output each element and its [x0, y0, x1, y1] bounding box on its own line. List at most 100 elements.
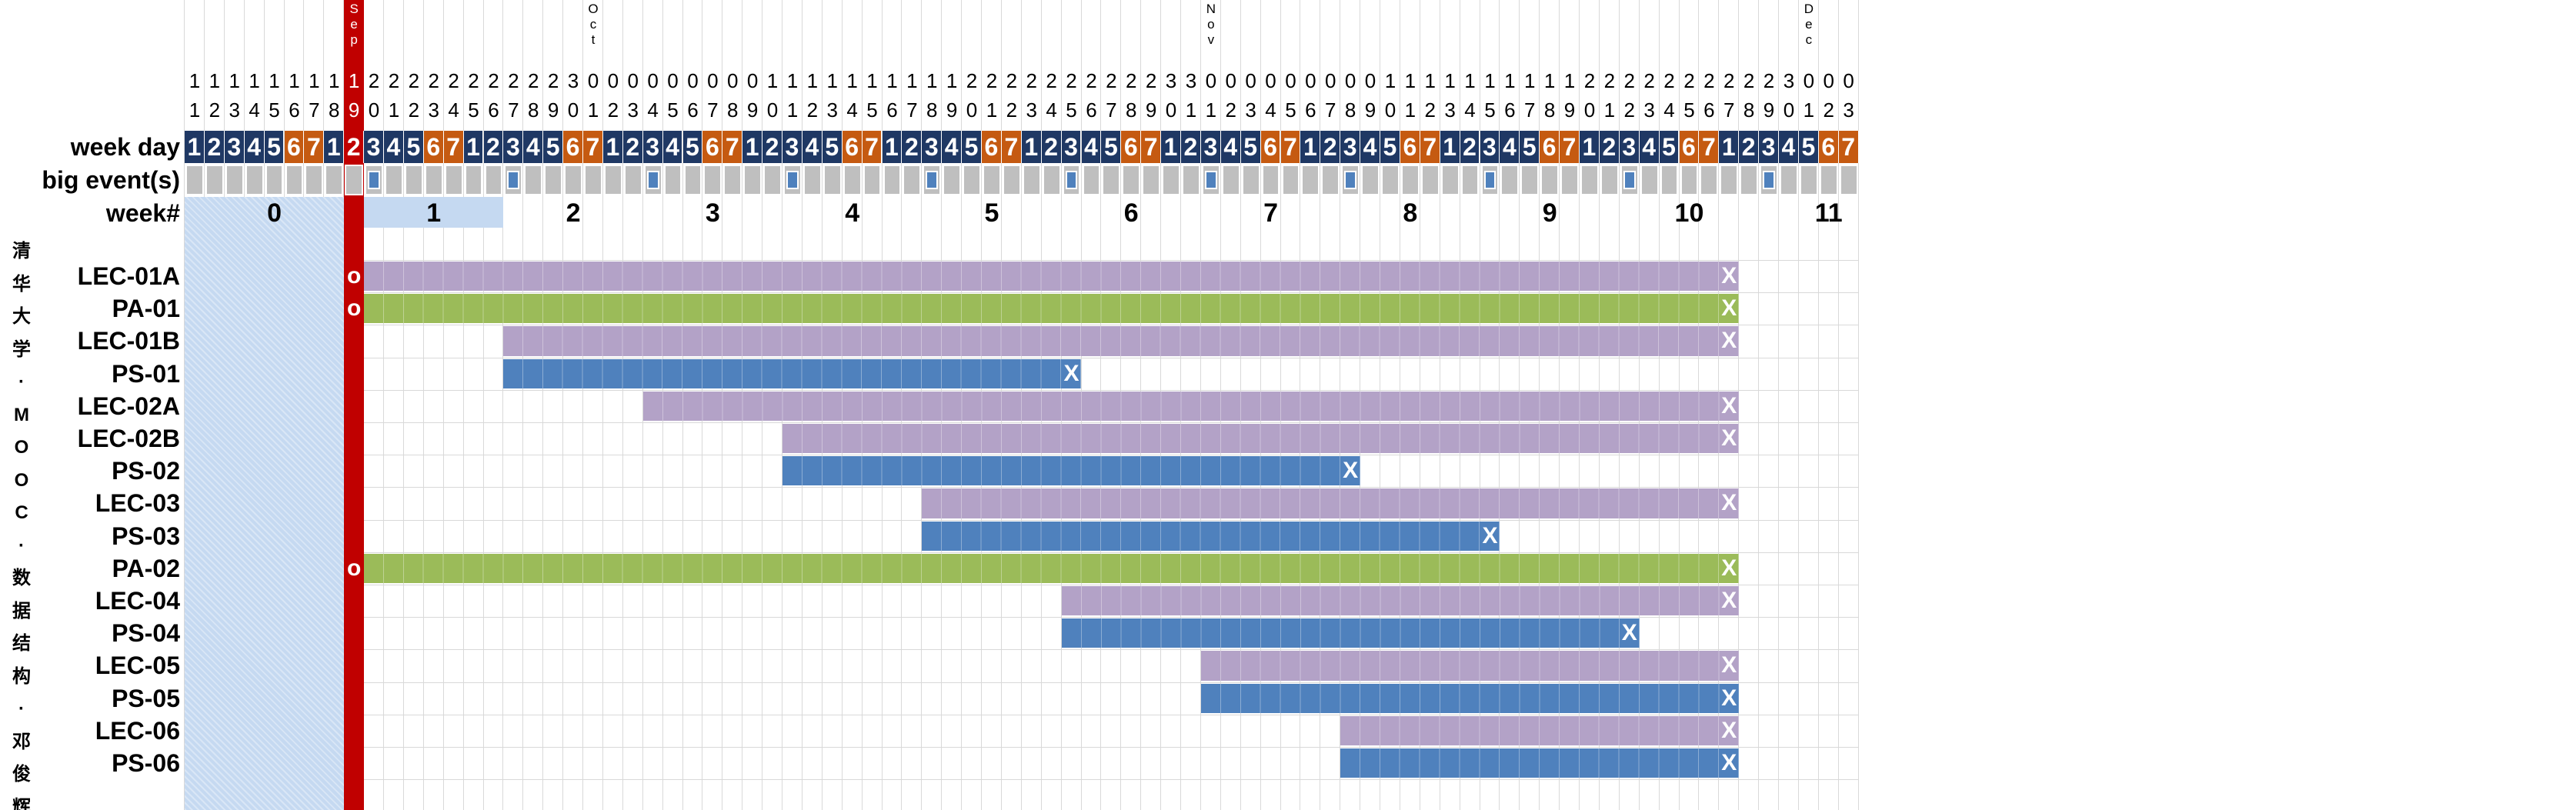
date-digit: 1: [269, 69, 280, 92]
task-bar: [642, 391, 1740, 421]
date-digit: 6: [289, 98, 300, 122]
week1-shade: [364, 197, 504, 228]
event-cell: [524, 165, 543, 195]
date-digit: 2: [1623, 98, 1635, 122]
event-marker: [646, 171, 659, 189]
weekday-cell: 1: [463, 131, 484, 163]
event-cell: [285, 165, 304, 195]
grid-col: [642, 0, 643, 810]
date-digit: 2: [1006, 98, 1018, 122]
weekday-cell: 1: [742, 131, 763, 163]
date-digit: 2: [1066, 69, 1077, 92]
date-digit: 3: [1165, 69, 1177, 92]
date-digit: 9: [1364, 98, 1376, 122]
date-digit: 8: [1344, 98, 1356, 122]
date-digit: 9: [746, 98, 759, 122]
date-digit: 2: [1006, 69, 1018, 92]
date-digit: 0: [746, 69, 759, 92]
weekday-cell: 4: [1220, 131, 1241, 163]
weekday-cell: 7: [1699, 131, 1720, 163]
week-number: 10: [1674, 198, 1704, 228]
end-mark: X: [1721, 328, 1737, 354]
date-digit: 7: [1325, 98, 1336, 122]
event-cell: [584, 165, 602, 195]
event-cell: [1221, 165, 1240, 195]
weekday-cell: 7: [304, 131, 325, 163]
task-bar: [922, 488, 1740, 518]
date-digit: 7: [508, 98, 519, 122]
weekday-cell: 3: [642, 131, 663, 163]
date-digit: 0: [766, 98, 779, 122]
date-digit: 1: [1504, 69, 1516, 92]
weekday-cell: 4: [384, 131, 404, 163]
weekday-cell: 7: [1001, 131, 1022, 163]
grid-col: [542, 0, 544, 810]
month-label: O: [588, 2, 599, 16]
grid-col: [1817, 0, 1819, 810]
weekday-cell: 5: [1101, 131, 1122, 163]
event-cell: [1720, 165, 1739, 195]
event-cell: [1261, 165, 1280, 195]
weekday-cell: 3: [364, 131, 384, 163]
event-cell: [743, 165, 762, 195]
date-digit: 2: [986, 69, 998, 92]
weekday-cell: 3: [1619, 131, 1640, 163]
date-digit: 1: [1803, 98, 1815, 122]
date-digit: 1: [846, 69, 858, 92]
task-bar: [922, 521, 1500, 551]
date-digit: 0: [1384, 98, 1396, 122]
start-mark: o: [486, 328, 501, 354]
event-cell: [1680, 165, 1699, 195]
title-char: 数: [12, 568, 31, 588]
end-mark: X: [1721, 392, 1737, 418]
date-digit: 1: [826, 69, 838, 92]
end-mark: X: [1721, 490, 1737, 516]
grid-row: [185, 779, 1859, 781]
event-cell: [1400, 165, 1420, 195]
task-bar: [1340, 748, 1740, 778]
weekday-cell: 6: [1679, 131, 1700, 163]
date-digit: 0: [1843, 69, 1854, 92]
weekday-cell: 6: [702, 131, 723, 163]
task-label: PA-02: [112, 554, 180, 582]
task-label: PS-03: [112, 522, 180, 550]
task-label: LEC-01B: [77, 327, 180, 355]
date-digit: 2: [1583, 69, 1596, 92]
weekday-cell: 7: [862, 131, 883, 163]
date-digit: 0: [687, 69, 699, 92]
date-digit: 1: [1444, 69, 1456, 92]
start-mark: o: [346, 295, 362, 322]
date-digit: 9: [946, 98, 958, 122]
title-char: O: [14, 469, 29, 491]
event-cell: [424, 165, 443, 195]
event-cell: [843, 165, 862, 195]
weekday-cell: 7: [1280, 131, 1301, 163]
event-cell: [963, 165, 981, 195]
start-mark: o: [346, 555, 362, 581]
end-mark: X: [1721, 750, 1737, 775]
event-cell: [683, 165, 702, 195]
date-digit: 1: [189, 98, 201, 122]
date-digit: 3: [826, 98, 838, 122]
date-digit: 2: [368, 69, 380, 92]
date-digit: 1: [1205, 98, 1217, 122]
date-digit: 2: [488, 69, 499, 92]
event-cell: [385, 165, 403, 195]
weekday-cell: 1: [882, 131, 903, 163]
end-mark: X: [1063, 360, 1079, 386]
date-digit: 5: [866, 98, 878, 122]
event-cell: [1381, 165, 1400, 195]
date-digit: 0: [727, 69, 739, 92]
date-digit: 2: [806, 98, 819, 122]
event-cell: [1460, 165, 1480, 195]
weekday-cell: 7: [443, 131, 464, 163]
date-digit: 1: [866, 69, 878, 92]
month-label: v: [1207, 32, 1215, 47]
event-cell: [1042, 165, 1061, 195]
event-cell: [1301, 165, 1320, 195]
weekday-cell: 4: [802, 131, 823, 163]
task-bar: [364, 553, 1740, 583]
date-digit: 8: [329, 98, 340, 122]
weekday-cell: 6: [1818, 131, 1839, 163]
event-cell: [1500, 165, 1520, 195]
